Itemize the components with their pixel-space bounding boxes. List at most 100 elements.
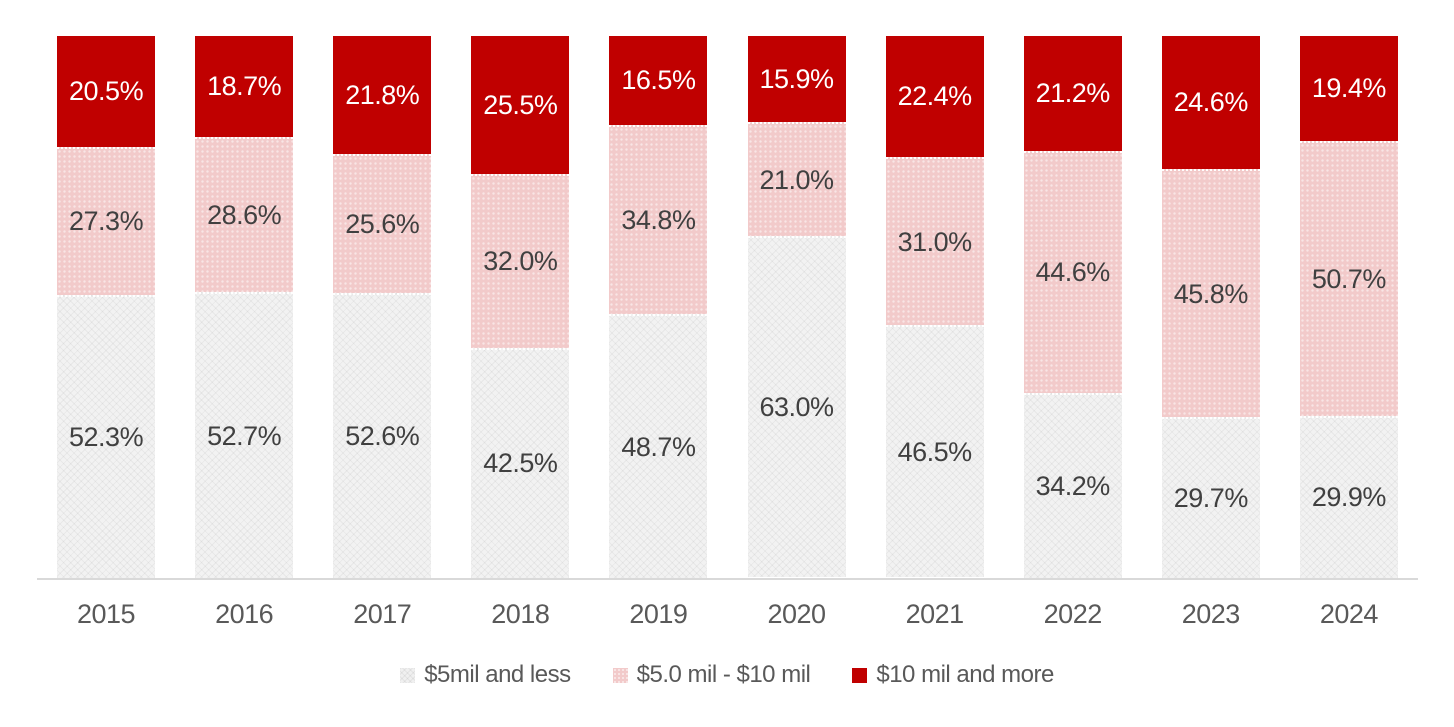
legend-item-5mil-and-less: $5mil and less: [400, 661, 571, 688]
bar-segment-pink: 44.6%: [1023, 150, 1122, 393]
x-axis-label-2021: 2021: [905, 599, 965, 629]
bar-segment-gray: 52.7%: [195, 292, 294, 578]
bar-2015: 20.5% 27.3% 52.3%: [57, 36, 156, 578]
bar-slot-2021: 22.4% 31.0% 46.5%: [866, 36, 1004, 578]
bar-segment-gray: 52.6%: [333, 292, 432, 578]
bar-2019: 16.5% 34.8% 48.7%: [609, 36, 708, 578]
segment-label: 29.7%: [1173, 483, 1249, 514]
x-axis-label-2016: 2016: [215, 599, 274, 629]
bar-segment-gray: 34.2%: [1023, 392, 1122, 578]
bar-segment-red: 21.8%: [333, 36, 432, 155]
bar-segment-red: 22.4%: [885, 36, 984, 158]
segment-label: 45.8%: [1173, 278, 1249, 309]
bar-segment-pink: 50.7%: [1299, 141, 1398, 416]
x-axis-label-2024: 2024: [1319, 599, 1379, 629]
segment-label: 48.7%: [621, 431, 696, 462]
bar-segment-gray: 48.7%: [609, 314, 708, 578]
bar-slot-2024: 19.4% 50.7% 29.9%: [1280, 36, 1418, 578]
bar-slot-2016: 18.7% 28.6% 52.7%: [175, 36, 313, 578]
bar-2018: 25.5% 32.0% 42.5%: [471, 36, 570, 578]
bar-segment-pink: 34.8%: [609, 125, 708, 315]
segment-label: 34.2%: [1035, 470, 1111, 501]
segment-label: 52.7%: [207, 420, 282, 451]
legend-item-10-mil-and-more: $10 mil and more: [852, 661, 1054, 688]
bar-slot-2020: 15.9% 21.0% 63.0%: [727, 36, 865, 578]
segment-label: 25.6%: [345, 209, 420, 240]
bar-segment-red: 21.2%: [1023, 36, 1122, 151]
segment-label: 44.6%: [1035, 257, 1111, 288]
bar-segment-pink: 31.0%: [885, 157, 984, 326]
legend-label: $5.0 mil - $10 mil: [636, 661, 811, 688]
bar-2024: 19.4% 50.7% 29.9%: [1299, 36, 1398, 578]
segment-label: 46.5%: [897, 436, 973, 467]
segment-label: 50.7%: [1311, 264, 1387, 295]
segment-label: 31.0%: [897, 226, 973, 257]
legend-swatch-pink: [612, 667, 628, 683]
segment-label: 21.0%: [759, 164, 834, 195]
segment-label: 16.5%: [621, 65, 696, 96]
bar-segment-gray: 52.3%: [57, 294, 156, 578]
bar-segment-pink: 28.6%: [195, 137, 294, 293]
bar-segment-red: 19.4%: [1299, 36, 1398, 142]
segment-label: 24.6%: [1173, 87, 1249, 118]
segment-label: 52.6%: [345, 420, 420, 451]
legend-swatch-gray: [400, 667, 416, 683]
bar-slot-2022: 21.2% 44.6% 34.2%: [1004, 36, 1142, 578]
segment-label: 21.8%: [345, 79, 420, 110]
segment-label: 20.5%: [69, 76, 144, 106]
x-axis-labels: 2015 2016 2017 2018 2019 2020 2021 2022 2023 2024: [37, 598, 1418, 630]
bar-segment-pink: 27.3%: [57, 147, 156, 295]
segment-label: 21.2%: [1035, 77, 1111, 108]
bar-2023: 24.6% 45.8% 29.7%: [1161, 36, 1260, 578]
bar-segment-gray: 29.9%: [1299, 415, 1398, 578]
bar-segment-red: 18.7%: [195, 36, 294, 138]
bar-segment-red: 16.5%: [609, 36, 708, 126]
x-axis-label-2018: 2018: [491, 599, 550, 629]
segment-label: 22.4%: [897, 81, 973, 112]
bar-2022: 21.2% 44.6% 34.2%: [1023, 36, 1122, 578]
bar-slot-2019: 16.5% 34.8% 48.7%: [589, 36, 727, 578]
segment-label: 25.5%: [483, 89, 558, 120]
legend-swatch-red: [852, 667, 868, 683]
x-axis-label-2017: 2017: [353, 599, 412, 629]
bar-2016: 18.7% 28.6% 52.7%: [195, 36, 294, 578]
x-axis-label-2022: 2022: [1043, 599, 1103, 629]
bar-segment-pink: 21.0%: [747, 122, 846, 236]
legend-item-5-to-10-mil: $5.0 mil - $10 mil: [612, 661, 811, 688]
bar-segment-pink: 32.0%: [471, 174, 570, 348]
bar-slot-2018: 25.5% 32.0% 42.5%: [451, 36, 589, 578]
bar-segment-red: 20.5%: [57, 36, 156, 147]
x-axis-line: [37, 578, 1418, 580]
segment-label: 52.3%: [69, 421, 144, 452]
legend: $5mil and less $5.0 mil - $10 mil $10 mi…: [0, 660, 1454, 690]
bar-segment-red: 15.9%: [747, 36, 846, 123]
segment-label: 18.7%: [207, 71, 282, 102]
bar-slot-2017: 21.8% 25.6% 52.6%: [313, 36, 451, 578]
bar-segment-red: 24.6%: [1161, 36, 1260, 170]
bar-2020: 15.9% 21.0% 63.0%: [747, 36, 846, 578]
segment-label: 19.4%: [1311, 73, 1387, 104]
x-axis-label-2015: 2015: [77, 599, 136, 629]
legend-label: $10 mil and more: [876, 661, 1054, 688]
bar-segment-gray: 29.7%: [1161, 417, 1260, 578]
segment-label: 28.6%: [207, 200, 282, 231]
bar-segment-red: 25.5%: [471, 36, 570, 175]
bar-segment-gray: 63.0%: [747, 235, 846, 578]
bar-segment-gray: 46.5%: [885, 325, 984, 578]
x-axis-label-2019: 2019: [629, 599, 688, 629]
legend-label: $5mil and less: [424, 661, 571, 688]
plot-area: 20.5% 27.3% 52.3% 18.7% 28.6% 52.7% 21.8% 25.6%…: [37, 36, 1418, 578]
segment-label: 42.5%: [483, 448, 558, 479]
segment-label: 32.0%: [483, 246, 558, 277]
segment-label: 27.3%: [69, 206, 144, 237]
bar-slot-2023: 24.6% 45.8% 29.7%: [1142, 36, 1280, 578]
segment-label: 15.9%: [759, 63, 834, 94]
bar-segment-pink: 45.8%: [1161, 169, 1260, 418]
bar-slot-2015: 20.5% 27.3% 52.3%: [37, 36, 175, 578]
bar-2021: 22.4% 31.0% 46.5%: [885, 36, 984, 578]
x-axis-label-2023: 2023: [1181, 599, 1241, 629]
bar-segment-gray: 42.5%: [471, 347, 570, 578]
segment-label: 34.8%: [621, 205, 696, 236]
segment-label: 63.0%: [759, 392, 834, 423]
